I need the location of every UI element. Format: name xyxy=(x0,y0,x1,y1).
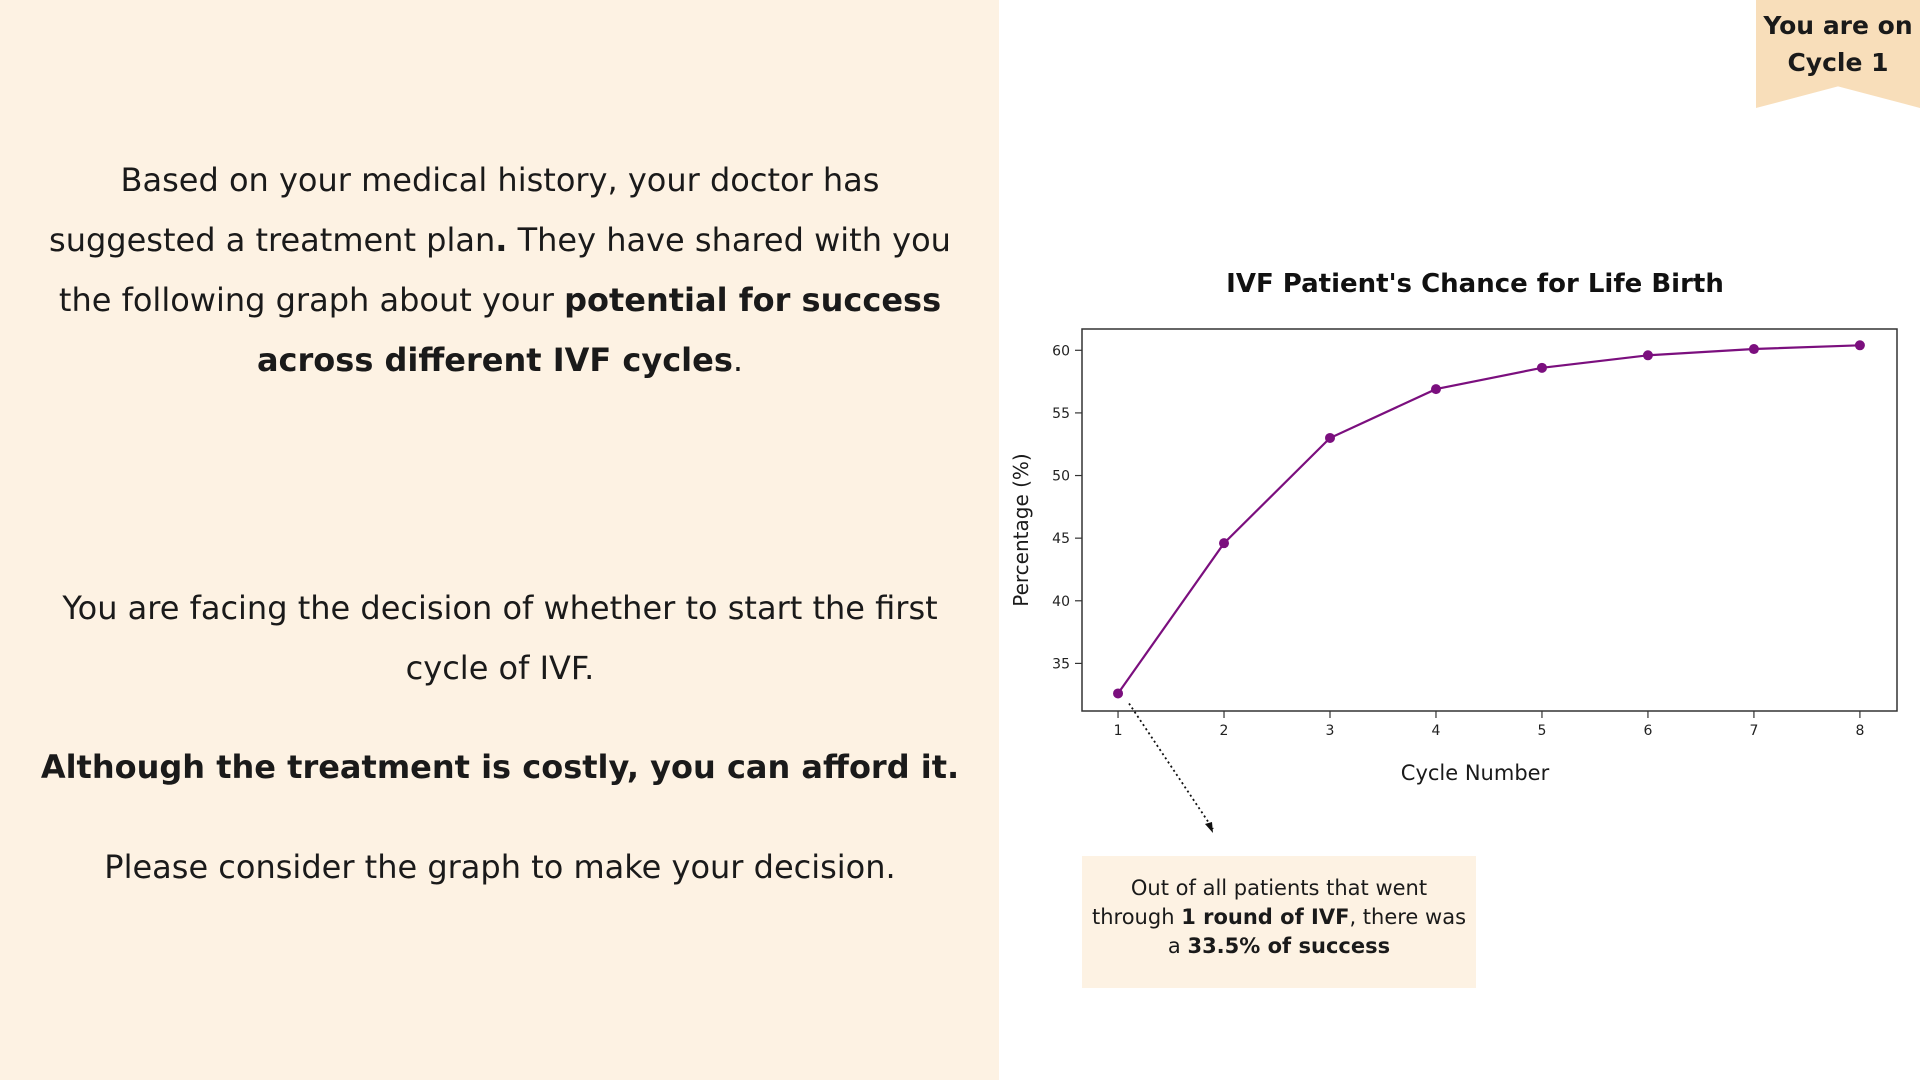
intro-text-1: Based on your medical history, your doct… xyxy=(49,161,880,259)
consider-instruction: Please consider the graph to make your d… xyxy=(104,848,896,886)
data-point xyxy=(1219,538,1230,549)
cycle-indicator-line2: Cycle 1 xyxy=(1787,48,1889,77)
chart-title: IVF Patient's Chance for Life Birth xyxy=(1226,269,1724,299)
cycle-indicator-line1: You are on xyxy=(1763,11,1913,40)
x-tick-label: 3 xyxy=(1326,723,1335,739)
annotation-arrow-head xyxy=(1205,822,1213,833)
x-tick-label: 4 xyxy=(1432,723,1441,739)
y-tick-label: 40 xyxy=(1052,594,1070,610)
x-tick-label: 6 xyxy=(1643,723,1652,739)
series-line xyxy=(1117,344,1860,695)
afford-statement: Although the treatment is costly, you ca… xyxy=(40,748,960,786)
data-point xyxy=(1536,362,1547,373)
y-tick-label: 60 xyxy=(1052,343,1070,359)
y-tick-label: 35 xyxy=(1052,656,1070,672)
y-tick-label: 45 xyxy=(1052,531,1070,547)
intro-period: . xyxy=(495,221,508,259)
callout-text-2: , there was a xyxy=(1167,905,1467,958)
data-point xyxy=(1113,688,1124,699)
left-panel: Based on your medical history, your doct… xyxy=(0,0,999,1080)
data-point xyxy=(1748,344,1759,355)
x-tick-label: 7 xyxy=(1749,723,1758,739)
callout-text-1: Out of all patients that went through xyxy=(1091,876,1428,929)
x-tick-label: 5 xyxy=(1538,723,1547,739)
x-tick-label: 2 xyxy=(1220,723,1229,739)
data-point xyxy=(1430,384,1441,395)
x-axis-label: Cycle Number xyxy=(1401,761,1550,785)
y-tick-label: 55 xyxy=(1052,406,1070,422)
y-tick-label: 50 xyxy=(1052,469,1070,485)
x-tick-label: 8 xyxy=(1855,723,1864,739)
callout-emphasis-2: 33.5% of success xyxy=(1187,934,1391,958)
y-axis-label: Percentage (%) xyxy=(1009,453,1033,606)
data-point xyxy=(1642,350,1653,361)
data-point xyxy=(1324,432,1335,443)
callout-box: Out of all patients that went through 1 … xyxy=(1082,856,1476,988)
decision-paragraph: You are facing the decision of whether t… xyxy=(62,589,938,687)
data-point xyxy=(1854,340,1865,351)
intro-end: . xyxy=(732,341,744,379)
x-tick-label: 1 xyxy=(1114,723,1123,739)
callout-emphasis-1: 1 round of IVF xyxy=(1181,905,1350,929)
intro-emphasis: potential for success across different I… xyxy=(256,281,942,379)
plot-frame xyxy=(1081,328,1898,712)
annotation-arrow-line xyxy=(1128,702,1214,830)
intro-text-2: They have shared with you the following … xyxy=(58,221,951,319)
intro-paragraph: Based on your medical history, your doct… xyxy=(40,150,960,390)
